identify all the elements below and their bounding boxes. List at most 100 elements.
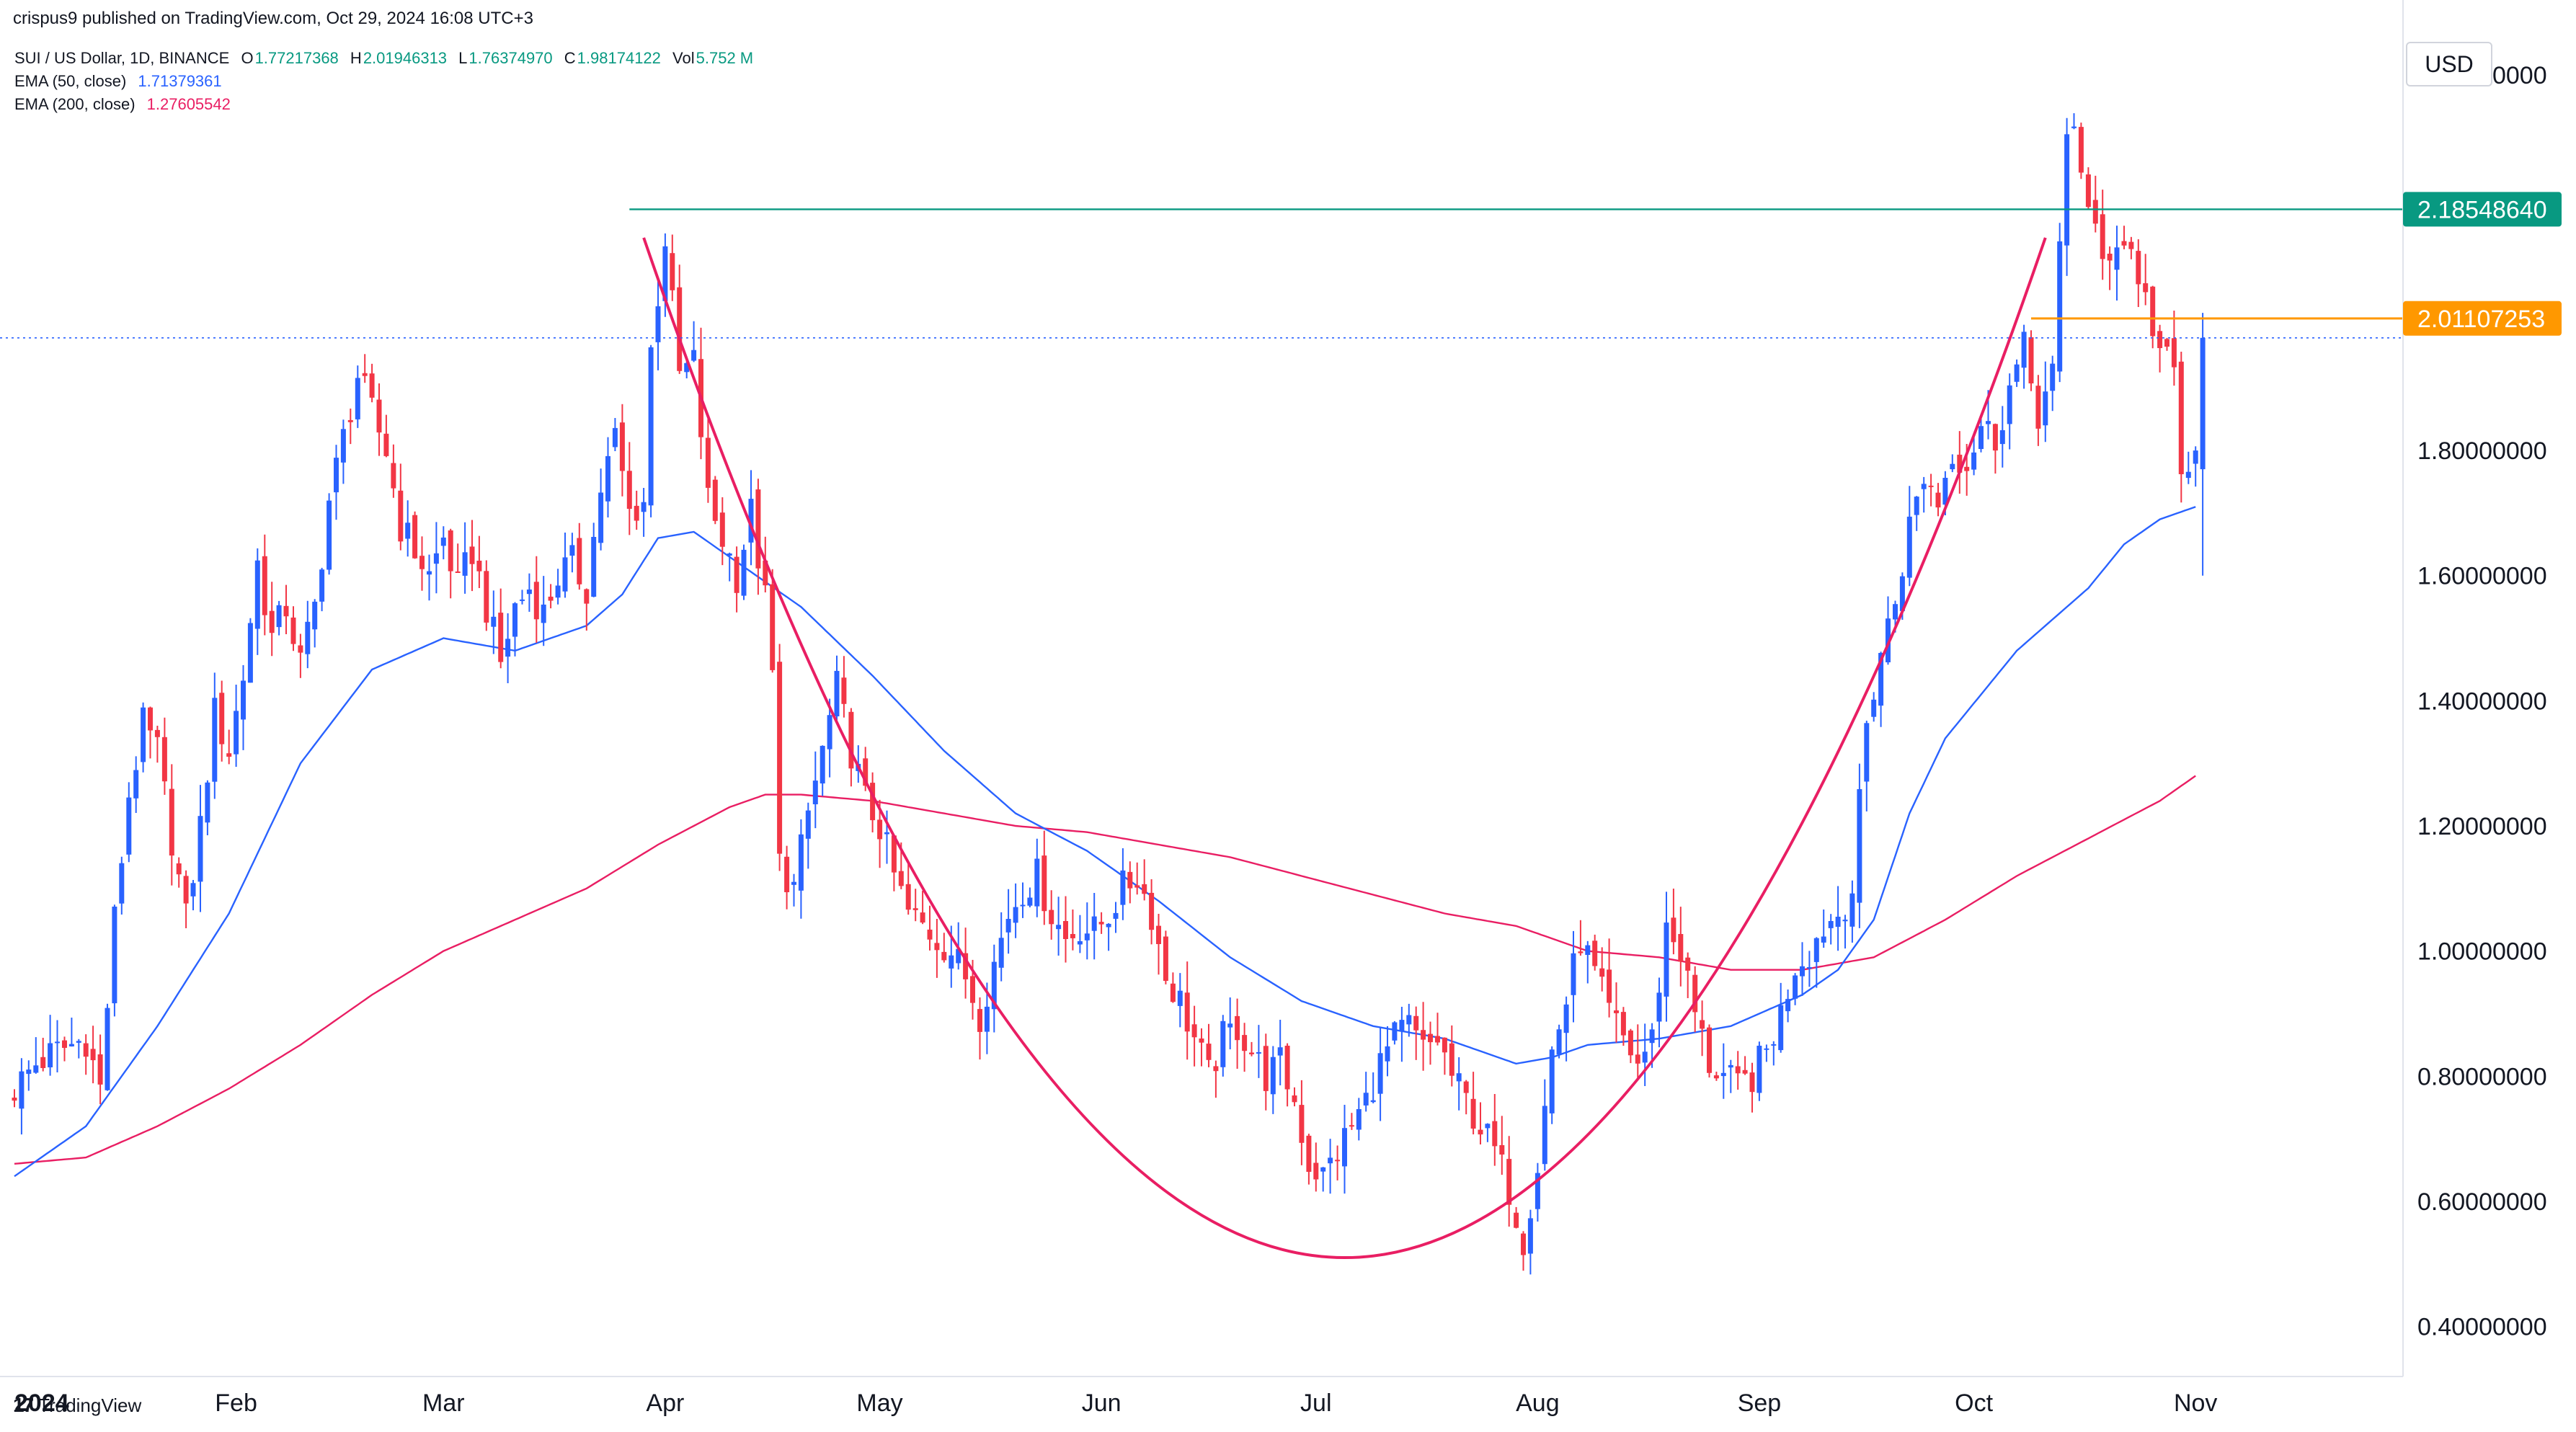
currency-button[interactable]: USD [2406,42,2492,86]
price-axis-tick-label: 0.80000000 [2417,1063,2547,1090]
candle [90,1026,96,1084]
candle-body [97,1054,103,1085]
candle-body [197,816,203,882]
candle [1292,1087,1297,1107]
tradingview-mark-icon: 17 [13,1394,34,1416]
candle [512,602,518,657]
candle-body [161,737,167,782]
candle [26,1060,32,1091]
candle-body [2136,251,2141,285]
candle-body [920,912,925,923]
candle [912,889,918,922]
candle-body [2171,338,2177,368]
candle [362,354,368,383]
candle-body [1149,892,1155,930]
candle [1642,1023,1648,1086]
candle-body [26,1069,32,1075]
candle [770,569,776,673]
candle [1370,1072,1376,1103]
candle-body [784,856,790,892]
candle [1284,1043,1290,1107]
candle-body [2100,214,2105,259]
candle-body [1299,1105,1305,1143]
candle [1842,915,1848,949]
candle [1828,914,1834,945]
candle-body [319,569,325,602]
candle [440,526,446,560]
candle-body [1992,424,1998,451]
tradingview-logo[interactable]: 17 TradingView [13,1394,141,1417]
candle [1306,1134,1312,1185]
candle [1421,1002,1426,1071]
candle-body [2028,337,2034,383]
candle-body [1835,917,1841,927]
candle-body [1878,653,1884,706]
candle [1542,1079,1547,1171]
candle [591,522,597,597]
candle [1556,1024,1562,1059]
candle-body [1005,919,1011,933]
candle-body [1098,922,1104,925]
candle-body [1535,1173,1540,1209]
candle [920,890,925,925]
candle [2128,236,2134,259]
candle [391,444,396,498]
candle [1270,1046,1276,1114]
candle-body [1049,910,1054,925]
candle-body [455,572,461,573]
candle [1627,1028,1633,1064]
candle-body [1964,466,1970,471]
candle-body [40,1057,46,1068]
candle [405,500,411,557]
candle-body [112,907,117,1004]
time-axis-tick-label: Jul [1300,1389,1331,1417]
candle-body [1377,1053,1383,1094]
candle-body [2143,283,2149,293]
candle-body [1671,917,1676,943]
candle-body [226,753,232,757]
legend-ema200-row[interactable]: EMA (200, close) 1.27605542 [14,95,238,114]
candle-body [1756,1046,1762,1093]
candle [1056,897,1062,956]
candle-body [634,505,639,521]
candle [1950,454,1955,473]
candle-body [977,1009,982,1032]
price-axis-tick-label: 1.80000000 [2417,437,2547,465]
candle [327,493,332,575]
candle-body [2200,337,2206,470]
legend-ema50-row[interactable]: EMA (50, close) 1.71379361 [14,72,229,91]
symbol-name[interactable]: SUI / US Dollar, 1D, BINANCE [14,49,230,67]
candle-body [1492,1121,1498,1147]
candle-body [1785,999,1791,1012]
candle-body [691,350,697,361]
candle [577,522,582,590]
candle [827,698,832,778]
candle-body [956,948,961,964]
resistance-price-label: 2.18548640 [2417,196,2547,223]
candle [1156,914,1161,975]
candle-body [1828,921,1834,928]
candle [427,554,432,601]
candle-body [269,610,275,633]
candle [2021,324,2027,389]
candle-body [1435,1036,1440,1043]
time-axis-tick-label: Sep [1738,1389,1782,1417]
candle [1585,940,1591,984]
price-axis-tick-label: 0.40000000 [2417,1314,2547,1341]
candle [1992,423,1998,474]
candle-body [1728,1064,1733,1068]
candle-body [498,613,504,662]
candle [1449,1025,1454,1087]
candle-body [1514,1212,1519,1228]
candle [469,520,475,592]
candle [112,904,117,1017]
candle-body [755,489,761,569]
candle [927,905,933,951]
candle-body [1120,870,1126,905]
candle-body [2035,386,2041,429]
current-price-label: 2.01107253 [2417,306,2545,333]
candle-body [1542,1106,1547,1165]
candle-body [1256,1052,1261,1054]
